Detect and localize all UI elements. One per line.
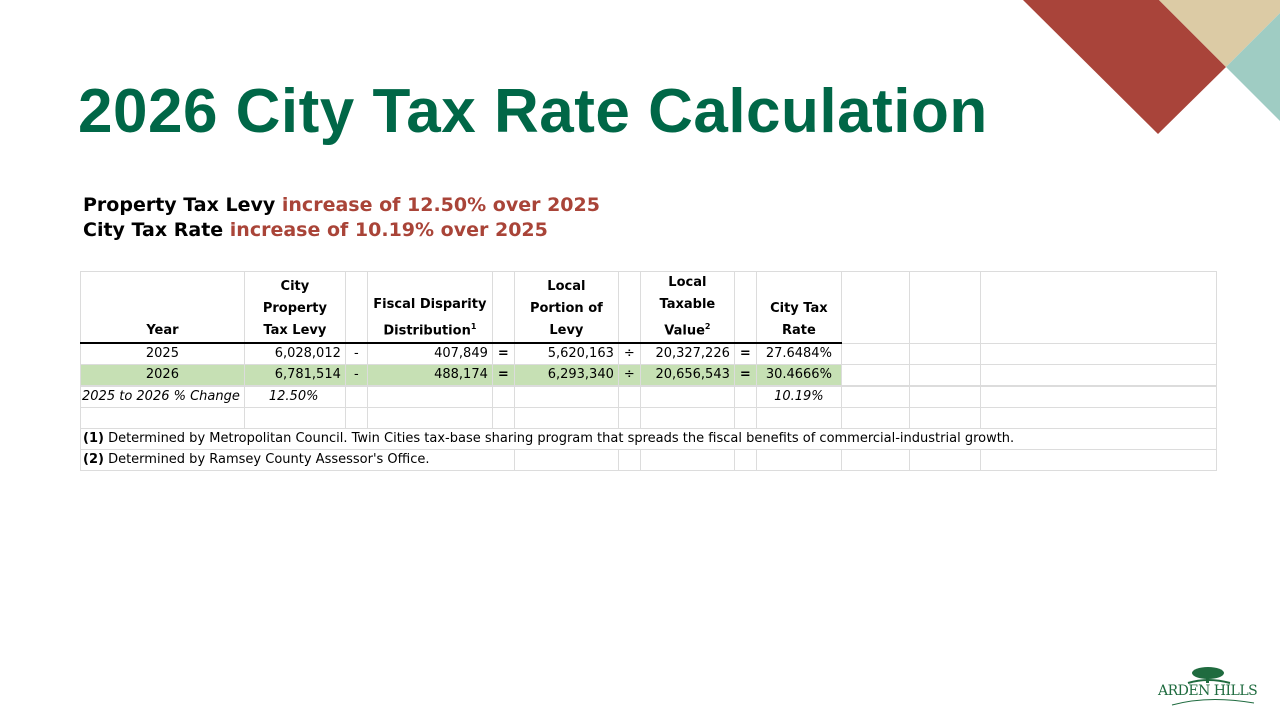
change-rate: 10.19% xyxy=(755,385,842,409)
cell-fiscal: 407,849 xyxy=(366,342,493,366)
cell-levy: 6,781,514 xyxy=(243,364,346,387)
cell-taxable: 20,327,226 xyxy=(639,342,735,366)
cell-year: 2026 xyxy=(80,364,245,387)
header-row: Year City Property Tax Levy Fiscal Dispa… xyxy=(80,271,1217,345)
cell-rate: 27.6484% xyxy=(755,342,842,366)
arden-hills-logo xyxy=(1171,667,1255,706)
corner-decoration xyxy=(1023,0,1280,134)
cell-rate: 30.4666% xyxy=(755,364,842,387)
header-local: Local Portion of Levy xyxy=(513,271,619,345)
change-row: 2025 to 2026 % Change 12.50% 10.19% xyxy=(80,385,1217,409)
header-fiscal: Fiscal Disparity Distribution1 xyxy=(366,271,493,345)
op-minus: - xyxy=(344,364,368,387)
header-levy: City Property Tax Levy xyxy=(243,271,346,345)
op-equals: = xyxy=(491,342,515,366)
tax-rate-table: Year City Property Tax Levy Fiscal Dispa… xyxy=(80,271,1217,472)
op-divide: ÷ xyxy=(617,342,641,366)
op-minus: - xyxy=(344,342,368,366)
cell-local: 5,620,163 xyxy=(513,342,619,366)
op-equals: = xyxy=(491,364,515,387)
header-rate: City Tax Rate xyxy=(755,271,842,345)
cell-year: 2025 xyxy=(80,342,245,366)
rate-summary: City Tax Rate increase of 10.19% over 20… xyxy=(83,219,548,241)
cell-local: 6,293,340 xyxy=(513,364,619,387)
op-divide: ÷ xyxy=(617,364,641,387)
summary-highlight: increase of 10.19% over 2025 xyxy=(229,219,548,241)
header-year: Year xyxy=(80,271,245,345)
op-equals: = xyxy=(733,342,757,366)
op-equals: = xyxy=(733,364,757,387)
change-levy: 12.50% xyxy=(243,385,346,409)
header-taxable: Local Taxable Value2 xyxy=(639,271,735,345)
logo-text: Arden Hills xyxy=(1158,683,1258,699)
page-title: 2026 City Tax Rate Calculation xyxy=(78,77,988,146)
footnote-row: (2) Determined by Ramsey County Assessor… xyxy=(80,449,1217,472)
teal-shape xyxy=(1226,13,1280,121)
table-row: 2025 6,028,012 - 407,849 = 5,620,163 ÷ 2… xyxy=(80,342,1217,366)
levy-summary: Property Tax Levy increase of 12.50% ove… xyxy=(83,194,600,216)
table-row-highlighted: 2026 6,781,514 - 488,174 = 6,293,340 ÷ 2… xyxy=(80,364,1217,387)
cell-levy: 6,028,012 xyxy=(243,342,346,366)
cell-taxable: 20,656,543 xyxy=(639,364,735,387)
cell-fiscal: 488,174 xyxy=(366,364,493,387)
empty-row xyxy=(80,407,1217,430)
footnote-row: (1) Determined by Metropolitan Council. … xyxy=(80,428,1217,451)
summary-highlight: increase of 12.50% over 2025 xyxy=(281,194,600,216)
red-shape xyxy=(1023,0,1226,134)
summary-label: City Tax Rate xyxy=(83,219,224,241)
footnote-2: (2) Determined by Ramsey County Assessor… xyxy=(80,449,515,472)
summary-label: Property Tax Levy xyxy=(83,194,276,216)
footnote-1: (1) Determined by Metropolitan Council. … xyxy=(80,428,1217,451)
change-label: 2025 to 2026 % Change xyxy=(80,385,245,409)
tan-shape xyxy=(1159,0,1280,67)
